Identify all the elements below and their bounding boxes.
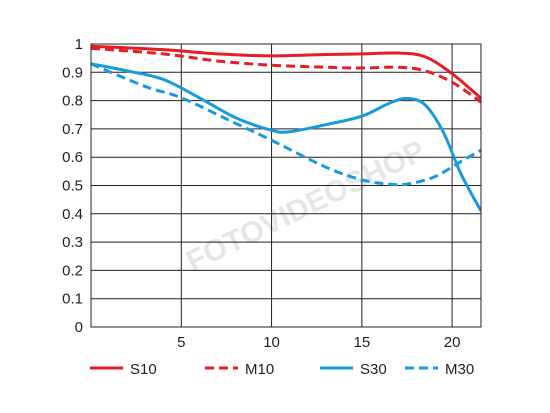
series-line-s10 (91, 44, 481, 100)
series-line-m10 (91, 46, 481, 104)
legend: S10 M10 S30 M30 (90, 361, 474, 378)
x-tick-label: 20 (444, 334, 461, 351)
series-line-m30 (91, 62, 481, 187)
legend-label-s30: S30 (360, 361, 387, 378)
watermark: FOTOVIDEOSHOP (181, 134, 430, 278)
y-tick-label: 0.6 (62, 149, 83, 166)
y-tick-label: 0.2 (62, 262, 83, 279)
y-tick-label: 0.5 (62, 178, 83, 195)
y-tick-label: 0.9 (62, 64, 83, 81)
y-tick-label: 0.4 (62, 206, 83, 223)
y-tick-label: 0.7 (62, 121, 83, 138)
x-tick-label: 15 (353, 334, 370, 351)
x-tick-label: 10 (263, 334, 280, 351)
y-axis-ticks: 0 0.1 0.2 0.3 0.4 0.5 0.6 0.7 0.8 0.9 1 (62, 36, 83, 336)
series-line-s30 (91, 62, 481, 212)
x-tick-label: 5 (177, 334, 185, 351)
legend-label-m30: M30 (445, 361, 474, 378)
legend-label-m10: M10 (245, 361, 274, 378)
y-tick-label: 0.3 (62, 234, 83, 251)
y-tick-label: 0.1 (62, 291, 83, 308)
x-axis-ticks: 5 10 15 20 (177, 334, 460, 351)
y-tick-label: 1 (75, 36, 83, 53)
y-tick-label: 0.8 (62, 93, 83, 110)
y-tick-label: 0 (75, 319, 83, 336)
watermark-text: FOTOVIDEOSHOP (181, 134, 430, 278)
plot-frame (90, 43, 482, 328)
series-lines (91, 44, 481, 212)
legend-label-s10: S10 (130, 361, 157, 378)
